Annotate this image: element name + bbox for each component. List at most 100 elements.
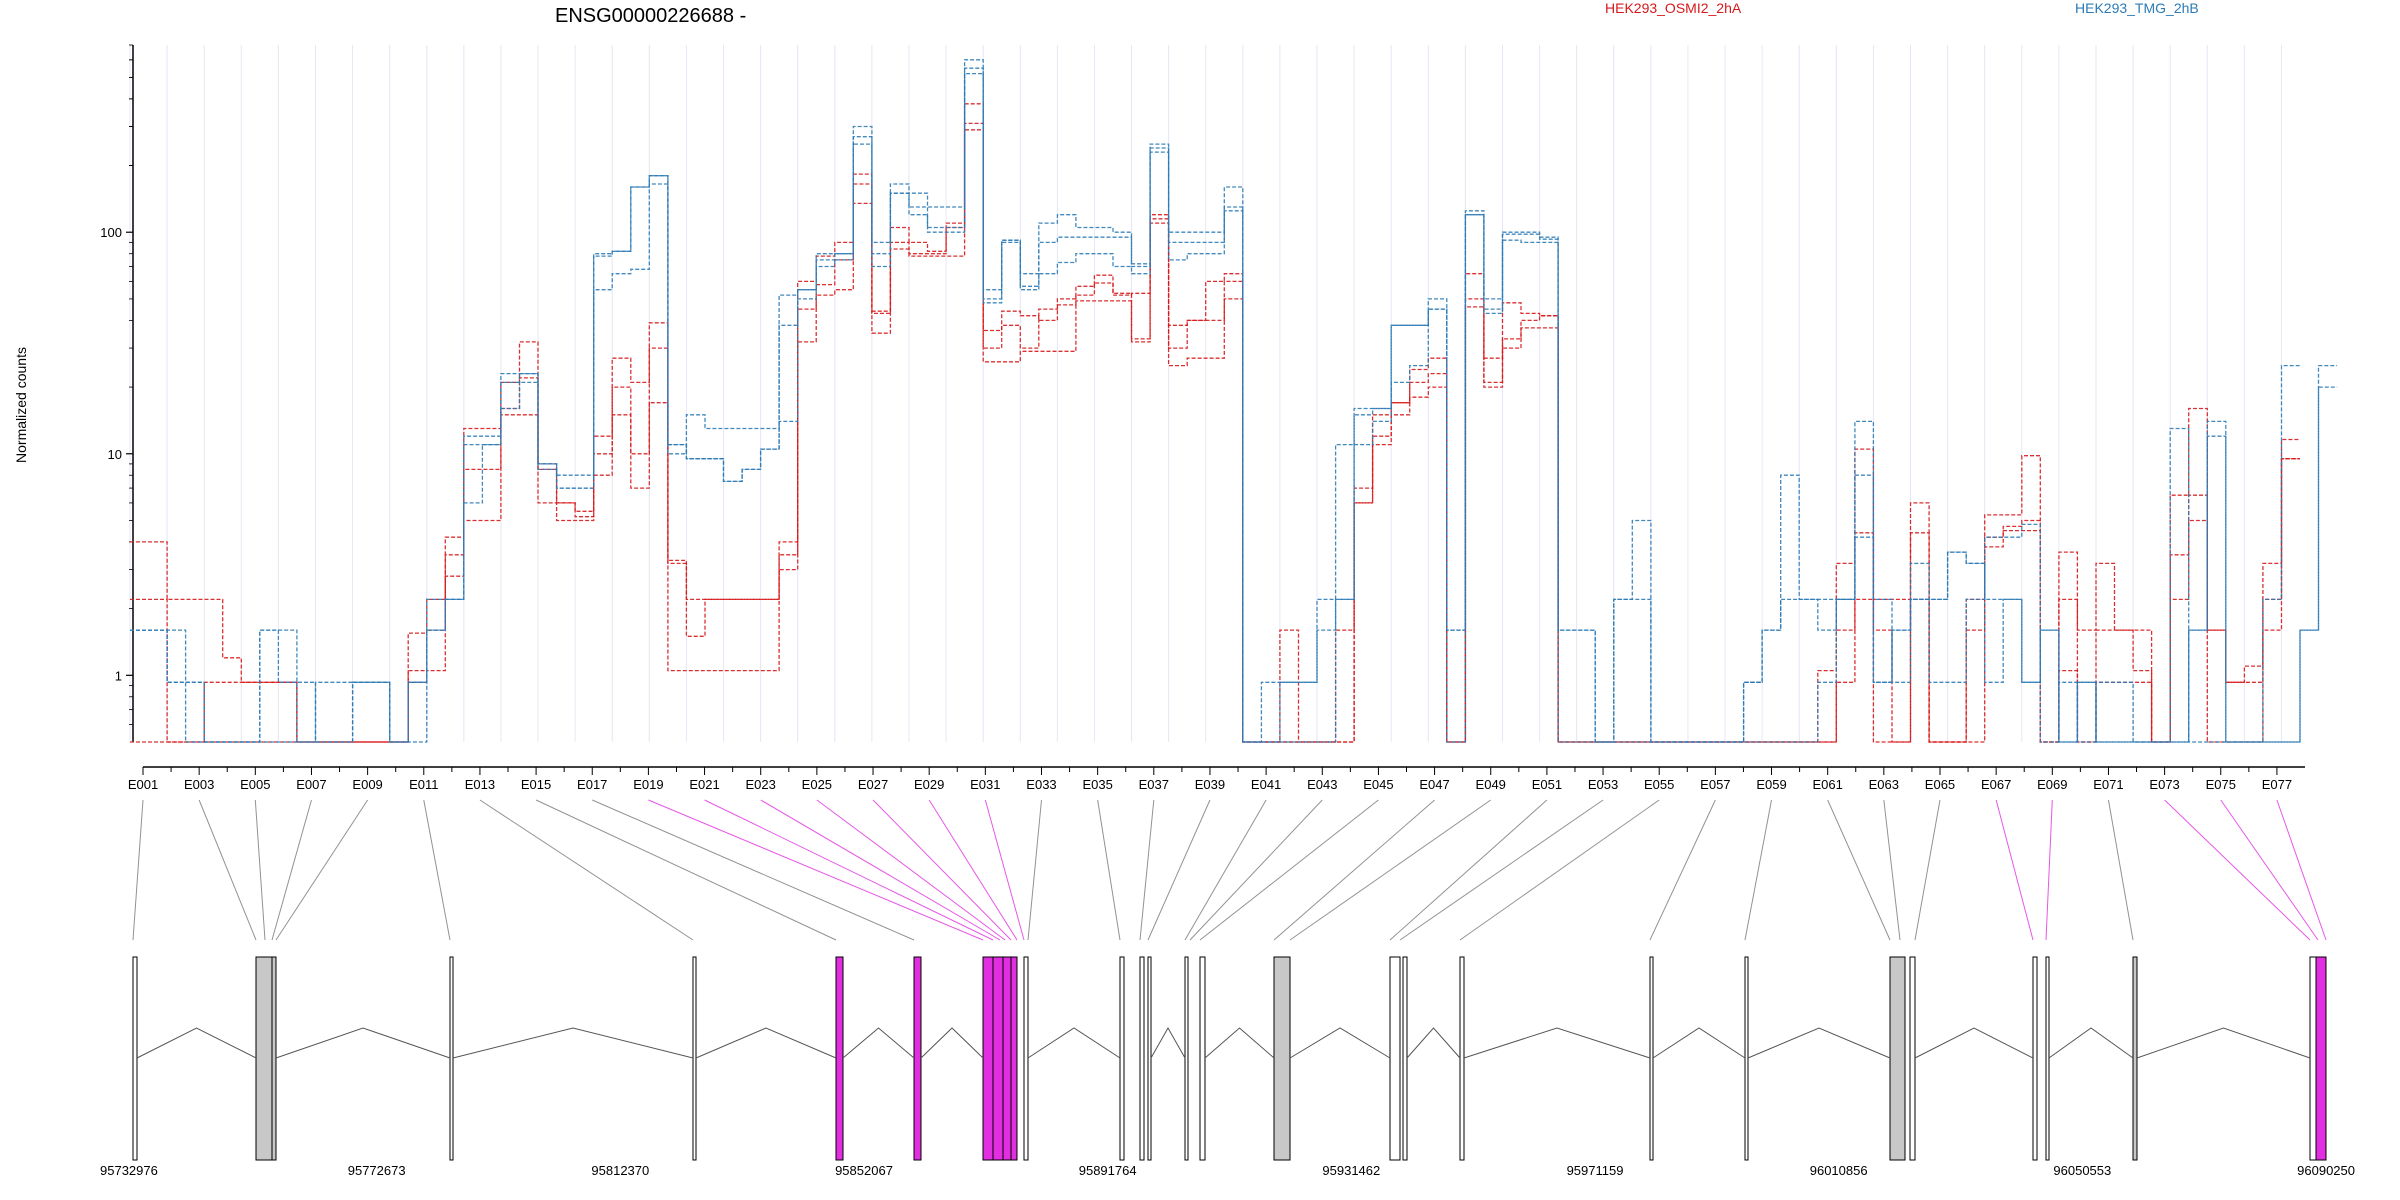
exon-connector (648, 799, 984, 941)
intron-line (1747, 1027, 1891, 1059)
exon-tick-label: E069 (2037, 777, 2067, 792)
exon-block (1139, 956, 1145, 1161)
intron-line (1289, 1027, 1391, 1059)
exon-connector (2164, 799, 2311, 941)
exon-connector (760, 799, 1001, 941)
y-tick-label: 1 (115, 668, 122, 683)
exon-connector (1184, 799, 1267, 941)
exon-connector (254, 799, 266, 941)
exon-connector (1097, 799, 1121, 941)
intron-line (920, 1027, 984, 1059)
exon-tick-label: E045 (1363, 777, 1393, 792)
exon-block (1402, 956, 1408, 1161)
exon-block (449, 956, 454, 1161)
exon-connector (1827, 799, 1891, 941)
exon-tick-label: E037 (1139, 777, 1169, 792)
exon-block (2045, 956, 2050, 1161)
exon-tick-label: E031 (970, 777, 1000, 792)
exon-connector (1027, 799, 1042, 941)
exon-connector (1459, 799, 1660, 941)
exon-connector (1139, 799, 1155, 941)
exon-block (1010, 956, 1018, 1161)
y-axis-label: Normalized counts (13, 347, 29, 463)
exon-tick-label: E063 (1869, 777, 1899, 792)
exon-tick-label: E047 (1419, 777, 1449, 792)
exon-tick-label: E009 (352, 777, 382, 792)
genomic-coordinate-label: 95732976 (100, 1163, 158, 1178)
genomic-coordinate-label: 95891764 (1079, 1163, 1137, 1178)
exon-tick-label: E073 (2149, 777, 2179, 792)
exon-connectors (132, 799, 2327, 941)
exon-connector (1389, 799, 1548, 941)
intron-line (842, 1027, 915, 1059)
exon-block (692, 956, 697, 1161)
exon-connector (1289, 799, 1492, 941)
exon-tick-label: E029 (914, 777, 944, 792)
exon-tick-label: E077 (2262, 777, 2292, 792)
exon-connector (271, 799, 312, 941)
intron-line (2048, 1027, 2134, 1059)
exon-connector (1399, 799, 1604, 941)
exon-tick-label: E033 (1026, 777, 1056, 792)
series-line-tmg (130, 72, 2338, 743)
intron-line (1150, 1026, 1186, 1059)
exon-connector (1649, 799, 1716, 941)
exon-block (2032, 956, 2038, 1161)
data-series (130, 59, 2338, 743)
exon-connector (423, 799, 451, 941)
exon-block (255, 956, 273, 1161)
exon-tick-label: E057 (1700, 777, 1730, 792)
exon-connector (535, 799, 837, 941)
exon-tick-label: E041 (1251, 777, 1281, 792)
genomic-coordinate-label: 95931462 (1322, 1163, 1380, 1178)
exon-connector (1883, 799, 1901, 941)
exon-block (1184, 956, 1189, 1161)
exon-block (1119, 956, 1125, 1161)
legend-entry-tmg: HEK293_TMG_2hB (2075, 0, 2199, 16)
series-line-osmi (130, 129, 2300, 743)
exon-tick-label: E035 (1082, 777, 1112, 792)
genomic-coordinate-label: 95971159 (1567, 1163, 1624, 1178)
exon-axis: E001 E003 E005 E007 E009 E011 E013 E015 E017 E019… (128, 766, 2305, 792)
exon-tick-label: E017 (577, 777, 607, 792)
exon-connector (2045, 799, 2053, 941)
series-line-osmi (130, 122, 2300, 743)
intron-line (452, 1027, 694, 1059)
exon-tick-label: E061 (1812, 777, 1842, 792)
exon-tick-label: E059 (1756, 777, 1786, 792)
exon-connector (872, 799, 1012, 941)
chart-title: ENSG00000226688 - (555, 5, 746, 27)
y-tick-label: 100 (100, 225, 122, 240)
intron-line (695, 1027, 837, 1059)
exon-tick-label: E065 (1925, 777, 1955, 792)
exon-tick-label: E023 (746, 777, 776, 792)
genomic-coordinate-label: 95812370 (591, 1163, 649, 1178)
genomic-coordinate-label: 95852067 (835, 1163, 893, 1178)
exon-connector (1995, 799, 2034, 941)
series-line-tmg (130, 59, 2338, 743)
exon-block (271, 956, 277, 1161)
exon-connector (704, 799, 994, 941)
genomic-coordinate-label: 95772673 (348, 1163, 406, 1178)
exon-connector (816, 799, 1006, 941)
series-line-osmi (130, 103, 2300, 743)
exon-connector (2276, 799, 2327, 941)
exon-tick-label: E055 (1644, 777, 1674, 792)
intron-line (2136, 1027, 2311, 1059)
exon-block (1649, 956, 1654, 1161)
exon-block (992, 956, 1004, 1161)
exon-connector (132, 799, 144, 941)
exon-tick-label: E071 (2093, 777, 2123, 792)
exon-block (132, 956, 138, 1161)
exon-tick-label: E013 (465, 777, 495, 792)
exon-tick-label: E043 (1307, 777, 1337, 792)
exon-tick-label: E019 (633, 777, 663, 792)
exon-connector (2220, 799, 2319, 941)
exon-block (1147, 956, 1152, 1161)
exon-block (2132, 956, 2138, 1161)
intron-line (1406, 1027, 1461, 1059)
exon-block (1389, 956, 1401, 1161)
vertical-gridlines (129, 45, 2282, 742)
exon-block (2309, 956, 2317, 1161)
exon-tick-label: E007 (296, 777, 326, 792)
